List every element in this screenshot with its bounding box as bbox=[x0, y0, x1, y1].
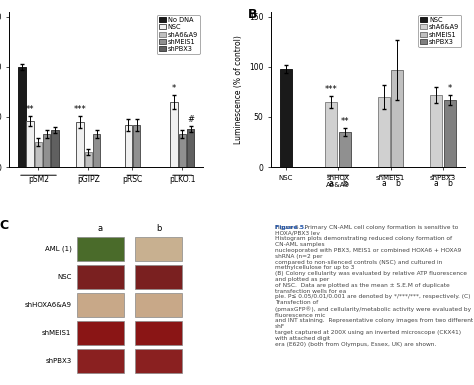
Bar bbox=[136, 237, 182, 261]
Text: B: B bbox=[247, 8, 257, 22]
Text: *: * bbox=[172, 84, 176, 93]
Text: ***: *** bbox=[325, 85, 337, 94]
Bar bbox=[85, 152, 92, 167]
Bar bbox=[133, 125, 140, 167]
Bar bbox=[77, 321, 124, 345]
Text: a: a bbox=[98, 224, 103, 233]
Bar bbox=[125, 125, 132, 167]
Bar bbox=[77, 237, 124, 261]
Text: a: a bbox=[382, 179, 386, 188]
Bar bbox=[18, 67, 26, 167]
Text: C: C bbox=[0, 219, 9, 231]
Bar bbox=[170, 102, 178, 167]
Bar bbox=[93, 134, 100, 167]
Bar bbox=[280, 69, 292, 167]
Text: b: b bbox=[447, 179, 452, 188]
Bar bbox=[51, 130, 59, 167]
Bar bbox=[444, 100, 456, 167]
Bar bbox=[43, 134, 51, 167]
Bar bbox=[76, 122, 84, 167]
Bar bbox=[77, 349, 124, 373]
Text: AML (1): AML (1) bbox=[45, 246, 72, 252]
Text: NSC: NSC bbox=[57, 274, 72, 280]
Bar bbox=[339, 132, 351, 167]
Bar bbox=[378, 97, 390, 167]
Text: shPBX3: shPBX3 bbox=[45, 358, 72, 364]
Bar bbox=[179, 134, 186, 167]
Y-axis label: Luminescence (% of control): Luminescence (% of control) bbox=[234, 35, 243, 144]
Bar bbox=[77, 293, 124, 316]
Bar bbox=[77, 265, 124, 289]
Text: **: ** bbox=[341, 117, 349, 126]
Bar bbox=[35, 142, 42, 167]
Bar bbox=[326, 102, 337, 167]
Text: b: b bbox=[342, 179, 347, 188]
Text: *: * bbox=[447, 84, 452, 93]
Text: #: # bbox=[187, 115, 194, 124]
Legend: No DNA, NSC, shA6&A9, shMEIS1, shPBX3: No DNA, NSC, shA6&A9, shMEIS1, shPBX3 bbox=[157, 15, 200, 54]
Text: Figure 5.  Primary CN-AML cell colony formation is sensitive to HOXA/PBX3 lev
Hi: Figure 5. Primary CN-AML cell colony for… bbox=[275, 225, 473, 346]
Text: a: a bbox=[329, 179, 334, 188]
Text: shHOXA6&A9: shHOXA6&A9 bbox=[25, 302, 72, 308]
Bar bbox=[136, 349, 182, 373]
Bar bbox=[27, 121, 34, 167]
Bar bbox=[430, 95, 442, 167]
Text: shMEIS1: shMEIS1 bbox=[42, 330, 72, 336]
Text: **: ** bbox=[26, 105, 35, 114]
Text: Figure 5.: Figure 5. bbox=[275, 225, 306, 230]
Text: a: a bbox=[434, 179, 438, 188]
Text: b: b bbox=[156, 224, 161, 233]
Bar bbox=[136, 321, 182, 345]
Text: ***: *** bbox=[74, 105, 87, 114]
Bar bbox=[136, 293, 182, 316]
Text: b: b bbox=[395, 179, 400, 188]
Bar bbox=[187, 129, 194, 167]
Bar bbox=[392, 70, 403, 167]
Legend: NSC, shA6&A9, shMEIS1, shPBX3: NSC, shA6&A9, shMEIS1, shPBX3 bbox=[418, 15, 461, 47]
Bar bbox=[136, 265, 182, 289]
